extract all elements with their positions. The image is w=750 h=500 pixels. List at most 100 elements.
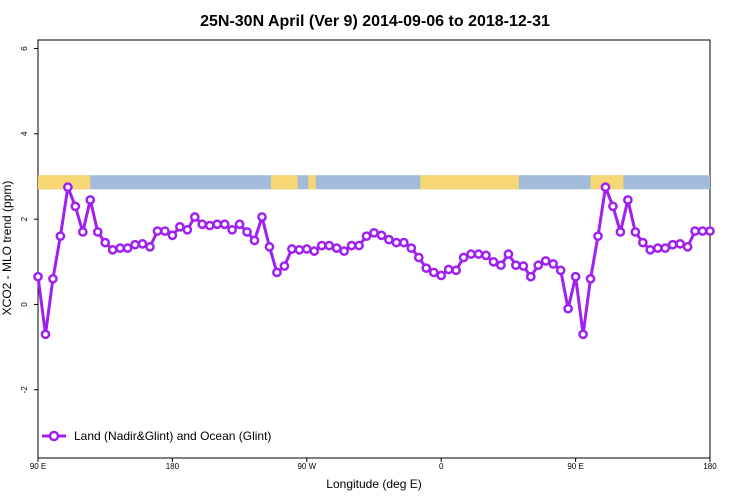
data-point bbox=[197, 219, 208, 230]
data-point bbox=[316, 240, 327, 251]
land-segment-0 bbox=[38, 175, 91, 190]
x-tick-label-5: 180 bbox=[703, 462, 717, 471]
data-point bbox=[160, 226, 170, 236]
data-point bbox=[451, 265, 461, 276]
data-point bbox=[55, 231, 66, 242]
data-point bbox=[555, 265, 566, 276]
chart-title: 25N-30N April (Ver 9) 2014-09-06 to 2018… bbox=[200, 13, 550, 30]
data-point bbox=[690, 226, 700, 236]
data-point bbox=[369, 227, 379, 238]
data-point bbox=[570, 271, 581, 282]
data-point bbox=[324, 240, 335, 251]
data-point bbox=[466, 249, 476, 259]
y-axis: -2 0 2 4 6 bbox=[20, 46, 38, 394]
data-point bbox=[399, 237, 409, 248]
data-point bbox=[705, 226, 715, 236]
x-tick-label-4: 90 E bbox=[567, 462, 583, 471]
data-point bbox=[40, 329, 51, 340]
data-point bbox=[473, 249, 484, 259]
y-tick-label-1: 0 bbox=[20, 302, 29, 307]
data-point bbox=[503, 249, 514, 259]
data-point bbox=[272, 267, 282, 278]
legend: Land (Nadir&Glint) and Ocean (Glint) bbox=[42, 429, 271, 443]
data-point bbox=[391, 237, 402, 248]
data-point bbox=[189, 212, 200, 222]
data-point bbox=[428, 267, 439, 278]
data-point bbox=[346, 240, 357, 251]
legend-label: Land (Nadir&Glint) and Ocean (Glint) bbox=[74, 429, 271, 443]
data-point bbox=[697, 226, 708, 236]
series-layer bbox=[33, 182, 715, 340]
data-point bbox=[458, 252, 469, 263]
data-point bbox=[70, 201, 81, 212]
data-point bbox=[48, 274, 58, 284]
y-tick-label-3: 4 bbox=[20, 131, 29, 136]
y-tick-label-0: -2 bbox=[20, 386, 29, 394]
data-point bbox=[563, 303, 573, 314]
land-segment-4 bbox=[590, 175, 624, 190]
data-point bbox=[682, 242, 693, 252]
data-point bbox=[33, 271, 43, 282]
data-point bbox=[384, 234, 394, 245]
data-point bbox=[85, 195, 96, 205]
x-axis-label: Longitude (deg E) bbox=[326, 477, 421, 491]
data-point bbox=[175, 221, 185, 232]
data-point bbox=[309, 246, 320, 256]
data-point bbox=[339, 246, 349, 256]
data-point bbox=[615, 227, 626, 237]
data-point bbox=[593, 231, 603, 242]
data-point bbox=[652, 243, 663, 253]
ocean-strip bbox=[38, 175, 710, 190]
data-point bbox=[152, 226, 163, 236]
data-point bbox=[481, 250, 491, 261]
data-point bbox=[227, 224, 237, 235]
y-tick-label-2: 2 bbox=[20, 216, 29, 221]
data-point bbox=[443, 264, 454, 275]
data-point bbox=[145, 242, 155, 252]
data-point bbox=[137, 239, 148, 249]
data-point bbox=[361, 231, 372, 242]
data-point bbox=[249, 235, 260, 246]
data-point bbox=[578, 329, 588, 340]
data-point bbox=[488, 256, 499, 267]
data-point bbox=[100, 237, 111, 248]
data-point bbox=[623, 195, 633, 205]
data-point bbox=[608, 201, 618, 212]
data-point bbox=[667, 239, 678, 250]
data-point bbox=[518, 261, 529, 271]
data-point bbox=[660, 243, 671, 253]
data-point bbox=[234, 219, 245, 230]
plot-frame bbox=[37, 39, 711, 459]
data-point bbox=[301, 244, 312, 254]
data-point bbox=[107, 245, 118, 255]
data-point bbox=[287, 244, 297, 254]
data-point bbox=[219, 219, 230, 230]
surface-bar bbox=[38, 175, 710, 190]
x-tick-label-1: 180 bbox=[166, 462, 180, 471]
data-point bbox=[637, 237, 648, 248]
data-point bbox=[436, 270, 447, 281]
data-point bbox=[77, 227, 88, 237]
data-point bbox=[585, 274, 596, 284]
data-point bbox=[63, 182, 73, 193]
data-point bbox=[675, 239, 685, 249]
data-point bbox=[294, 245, 305, 255]
data-point bbox=[354, 240, 364, 251]
data-point bbox=[279, 261, 290, 271]
y-tick-label-4: 6 bbox=[20, 46, 29, 51]
data-point bbox=[421, 263, 432, 274]
data-point bbox=[242, 227, 252, 237]
data-point bbox=[540, 256, 551, 266]
data-point bbox=[182, 224, 193, 235]
data-point bbox=[331, 243, 342, 253]
data-point bbox=[115, 243, 125, 253]
land-segment-2 bbox=[308, 175, 316, 190]
data-point bbox=[630, 227, 641, 237]
data-point bbox=[645, 245, 656, 255]
data-point bbox=[212, 219, 223, 230]
data-point bbox=[122, 243, 133, 253]
x-tick-label-0: 90 E bbox=[30, 462, 46, 471]
x-tick-label-2: 90 W bbox=[297, 462, 316, 471]
legend-marker-swatch bbox=[48, 430, 60, 442]
